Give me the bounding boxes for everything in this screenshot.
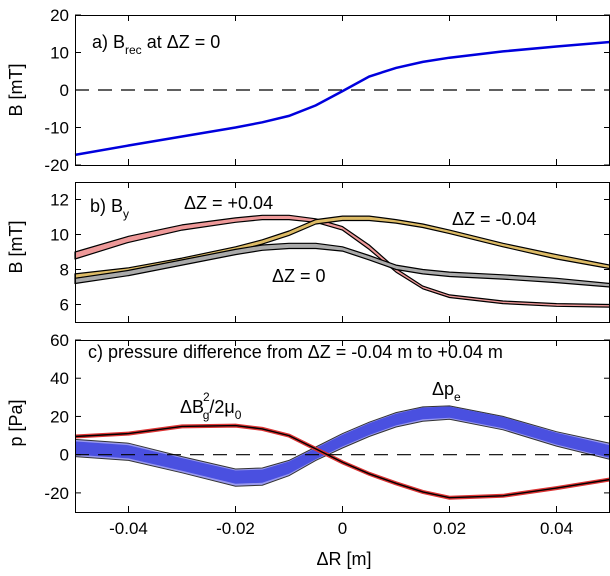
panel-b-ytick-label: 12 bbox=[50, 191, 69, 210]
panel-b-ylabel: B [mT] bbox=[6, 221, 26, 274]
panel-c-xtick-label: -0.04 bbox=[109, 519, 148, 538]
band-dpe-inner bbox=[75, 406, 610, 484]
panel-a-annotation: a) Brec at ΔZ = 0 bbox=[92, 32, 220, 57]
panel-a-ytick-label: 10 bbox=[50, 44, 69, 63]
band-dz-plus bbox=[74, 214, 610, 308]
label-dpe: Δpe bbox=[432, 379, 461, 404]
panel-c-xtick-label: 0 bbox=[338, 519, 347, 538]
panel-c-ylabel: p [Pa] bbox=[6, 399, 26, 446]
panel-c-ytick-label: -20 bbox=[44, 484, 69, 503]
band-dpe-lower-edge bbox=[74, 418, 610, 487]
panel-a-brec-line bbox=[74, 40, 610, 157]
panel-a-ytick-label: -10 bbox=[44, 119, 69, 138]
panel-c-ytick-label: 40 bbox=[50, 369, 69, 388]
panel-c-ytick-label: 0 bbox=[60, 446, 69, 465]
panel-c: c) pressure difference from ΔZ = -0.04 m… bbox=[6, 331, 610, 569]
band-dz-zero bbox=[74, 242, 610, 288]
panel-a-ytick-label: -20 bbox=[44, 156, 69, 175]
label-dz-plus: ΔZ = +0.04 bbox=[184, 193, 273, 213]
panel-c-ytick-label: 20 bbox=[50, 407, 69, 426]
panel-c-xtick-label: 0.04 bbox=[540, 519, 573, 538]
panel-c-xtick-label: -0.02 bbox=[216, 519, 255, 538]
panel-c-xtick-label: 0.02 bbox=[433, 519, 466, 538]
panel-c-annotation: c) pressure difference from ΔZ = -0.04 m… bbox=[88, 342, 503, 362]
panel-b-ytick-label: 6 bbox=[60, 296, 69, 315]
panel-a-ytick-label: 0 bbox=[60, 81, 69, 100]
x-axis-label: ΔR [m] bbox=[316, 549, 371, 569]
panel-a-ylabel: B [mT] bbox=[6, 64, 26, 117]
label-dz-minus: ΔZ = -0.04 bbox=[452, 209, 537, 229]
panel-b: b) By ΔZ = +0.04 ΔZ = -0.04 ΔZ = 0 B [mT… bbox=[6, 182, 610, 323]
panel-a-ytick-label: 20 bbox=[50, 6, 69, 25]
label-dz-zero: ΔZ = 0 bbox=[272, 266, 326, 286]
band-dpe-upper-edge bbox=[74, 405, 610, 470]
panel-c-ytick-label: 60 bbox=[50, 331, 69, 350]
panel-b-ytick-label: 10 bbox=[50, 226, 69, 245]
label-dbg: ΔB2 g/2μ0 bbox=[180, 390, 242, 422]
panel-b-ytick-label: 8 bbox=[60, 261, 69, 280]
panel-b-annotation: b) By bbox=[90, 196, 129, 221]
line-dbg-black bbox=[74, 424, 610, 499]
panel-a: a) Brec at ΔZ = 0 B [mT] 20 10 0 -10 -20 bbox=[6, 6, 610, 175]
